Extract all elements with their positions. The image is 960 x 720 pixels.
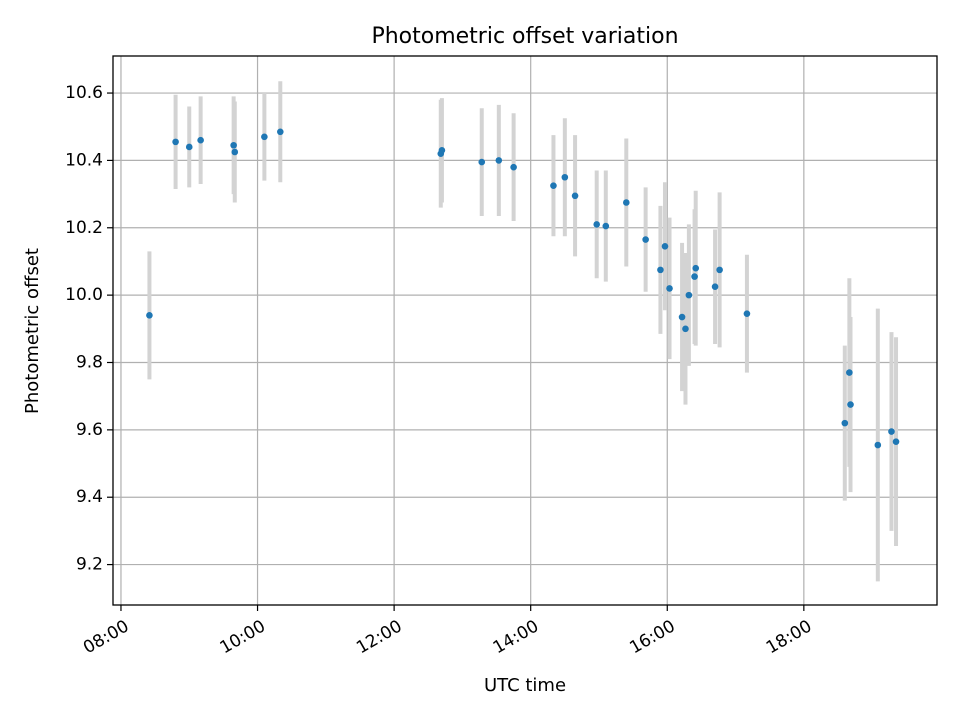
data-points — [146, 128, 900, 449]
data-point — [711, 283, 719, 291]
plot-frame — [112, 55, 938, 606]
y-tick-label: 9.4 — [76, 487, 103, 507]
data-point — [438, 147, 446, 154]
data-point — [692, 264, 700, 272]
data-point — [277, 128, 284, 136]
y-tick-label: 10.4 — [65, 150, 103, 170]
data-point — [172, 138, 179, 146]
data-point — [657, 266, 664, 274]
data-point — [602, 222, 610, 230]
data-point — [685, 291, 693, 299]
y-tick-label: 9.2 — [76, 555, 103, 575]
data-point — [682, 325, 689, 333]
chart-title: Photometric offset variation — [371, 24, 678, 49]
y-tick-label: 9.8 — [76, 352, 103, 372]
data-point — [678, 313, 686, 321]
data-point — [510, 163, 517, 171]
y-tick-label: 10.0 — [65, 285, 103, 305]
data-point — [231, 148, 239, 156]
data-point — [593, 221, 601, 228]
data-point — [716, 266, 723, 274]
data-point — [691, 273, 698, 280]
data-point — [874, 441, 882, 449]
y-tick-label: 10.6 — [65, 83, 103, 103]
data-point — [197, 136, 204, 144]
data-point — [622, 199, 630, 206]
grid — [113, 56, 937, 605]
data-point — [185, 143, 193, 151]
data-point — [261, 133, 268, 141]
data-point — [230, 141, 237, 149]
data-point — [666, 285, 673, 292]
y-axis-label: Photometric offset — [22, 248, 43, 414]
y-tick-label: 9.6 — [76, 420, 103, 440]
data-point — [661, 242, 669, 250]
data-point — [478, 158, 486, 166]
data-point — [841, 419, 849, 427]
data-point — [892, 438, 900, 445]
y-tick-label: 10.2 — [65, 218, 103, 238]
data-point — [571, 192, 579, 200]
data-point — [846, 369, 853, 376]
y-axis-ticks: 9.2 9.4 9.6 9.8 10.0 10.2 10.4 10.6 — [65, 83, 113, 575]
data-point — [550, 182, 557, 189]
data-point — [495, 157, 503, 164]
data-point — [743, 310, 751, 317]
data-point — [642, 236, 649, 243]
data-point — [847, 401, 854, 408]
data-point — [888, 428, 895, 435]
data-point — [561, 173, 569, 181]
data-point — [146, 312, 153, 319]
x-axis-label: UTC time — [484, 675, 566, 696]
